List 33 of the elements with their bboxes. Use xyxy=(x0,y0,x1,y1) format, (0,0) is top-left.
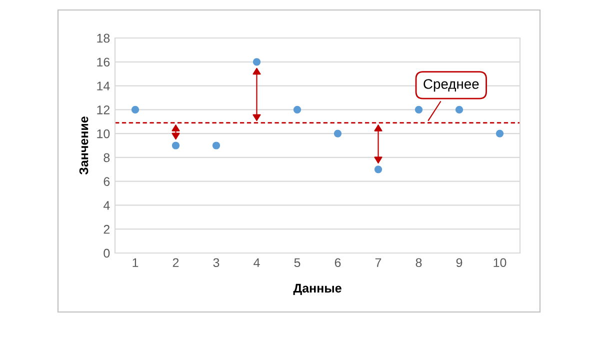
x-axis-title: Данные xyxy=(293,284,342,295)
point xyxy=(172,142,180,150)
x-tick-label: 3 xyxy=(213,258,220,268)
y-tick-label: 12 xyxy=(97,105,110,114)
x-tick-label: 9 xyxy=(456,258,462,268)
y-tick-label: 8 xyxy=(104,153,110,162)
point xyxy=(293,106,302,114)
y-tick-label: 2 xyxy=(104,224,110,234)
y-tick-label: 14 xyxy=(97,82,110,90)
point xyxy=(414,106,423,114)
x-tick-label: 4 xyxy=(254,258,260,267)
x-tick-label: 10 xyxy=(494,258,506,268)
x-tick-label: 5 xyxy=(294,258,300,268)
point xyxy=(374,166,382,174)
y-tick-label: 0 xyxy=(104,248,110,258)
point xyxy=(252,58,261,66)
y-tick-label: 16 xyxy=(97,58,110,67)
point xyxy=(212,142,220,150)
y-tick-label: 10 xyxy=(97,129,110,138)
x-tick-label: 8 xyxy=(416,258,422,268)
x-tick-label: 7 xyxy=(375,258,382,267)
y-tick-label: 4 xyxy=(103,201,110,210)
x-tick-label: 6 xyxy=(334,258,341,268)
ref-line-label: Среднее xyxy=(424,79,479,92)
point xyxy=(455,106,464,114)
x-tick-label: 1 xyxy=(132,258,138,267)
y-tick-label: 6 xyxy=(104,177,110,186)
point xyxy=(334,130,342,138)
y-tick-label: 18 xyxy=(97,34,110,43)
point xyxy=(496,130,504,138)
x-tick-label: 2 xyxy=(172,258,179,267)
y-axis-title: Занчение xyxy=(79,116,88,175)
point xyxy=(131,106,140,114)
